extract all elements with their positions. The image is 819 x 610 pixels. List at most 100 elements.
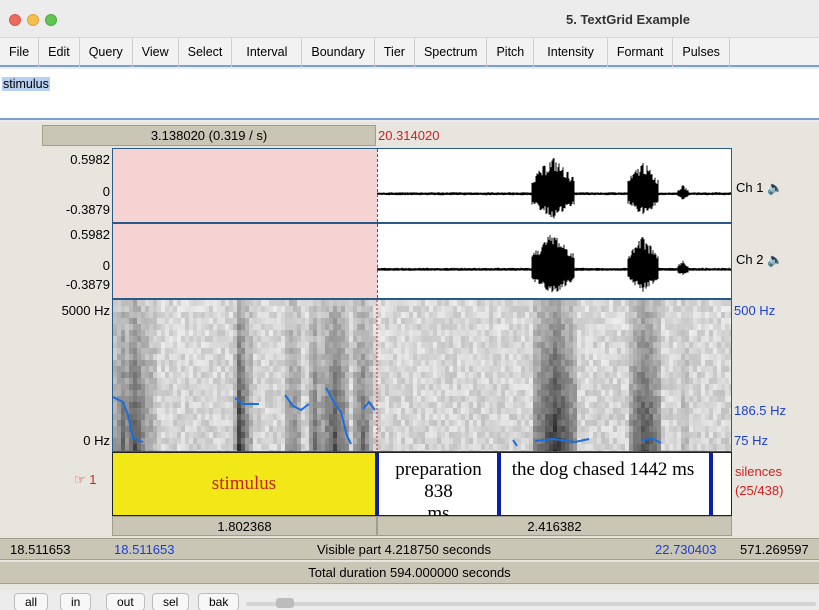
spectrogram-cell (361, 312, 365, 318)
menu-intensity[interactable]: Intensity (534, 38, 608, 67)
zoom-out-button[interactable]: out (106, 593, 145, 610)
spectrogram-cell (669, 420, 673, 426)
spectrogram-cell (677, 306, 681, 312)
spectrogram-cell (169, 300, 173, 306)
ch2-label[interactable]: Ch 2 🔈 (736, 252, 783, 268)
interval-boundary[interactable] (497, 453, 501, 515)
spectrogram-cell (465, 336, 469, 342)
spectrogram-cell (185, 348, 189, 354)
zoom-in-button[interactable]: in (60, 593, 92, 610)
spectrogram-cell (457, 378, 461, 384)
spectrogram-cell (189, 306, 193, 312)
spectrogram-cell (301, 366, 305, 372)
zoom-window-button[interactable] (45, 14, 57, 26)
spectrogram-cell (593, 402, 597, 408)
visible-outer-left[interactable]: 18.511653 (10, 542, 71, 557)
spectrogram-cell (413, 354, 417, 360)
spectrogram-cell (677, 444, 681, 450)
spectrogram-cell (185, 342, 189, 348)
speaker-icon[interactable]: 🔈 (767, 252, 784, 267)
spectrogram-cell (485, 354, 489, 360)
spectrogram-cell (273, 306, 277, 312)
spectrogram-cell (501, 300, 505, 306)
spectrogram-cell (125, 354, 129, 360)
zoom-all-button[interactable]: all (14, 593, 49, 610)
spectrogram-cell (701, 438, 705, 444)
spectrogram-cell (681, 342, 685, 348)
duration-left[interactable]: 1.802368 (112, 516, 377, 536)
spectrogram-cell (153, 402, 157, 408)
textgrid-tier[interactable]: stimulus preparation 838 ms the dog chas… (112, 452, 732, 524)
menu-select[interactable]: Select (179, 38, 233, 67)
scrollbar-thumb[interactable] (276, 598, 294, 608)
spectrogram-cell (365, 306, 369, 312)
channel-2-waveform[interactable] (112, 223, 732, 299)
menu-interval[interactable]: Interval (232, 38, 303, 67)
spectrogram-cell (249, 312, 253, 318)
spectrogram-cell (353, 300, 357, 306)
speaker-icon[interactable]: 🔈 (767, 180, 784, 195)
spectrogram-cell (601, 342, 605, 348)
spectrogram-cell (361, 354, 365, 360)
menu-formant[interactable]: Formant (608, 38, 674, 67)
ch1-label[interactable]: Ch 1 🔈 (736, 180, 783, 196)
spectrogram-cell (125, 348, 129, 354)
spectrogram-cell (449, 366, 453, 372)
spectrogram-cell (617, 372, 621, 378)
spectrogram-cell (625, 390, 629, 396)
interval-stimulus[interactable]: stimulus (113, 453, 375, 515)
spectrogram-cell (537, 366, 541, 372)
spectrogram-cell (565, 378, 569, 384)
spectrogram-cell (429, 300, 433, 306)
zoom-selection-button[interactable]: sel (152, 593, 190, 610)
interval-boundary[interactable] (709, 453, 713, 515)
spectrogram-cell (429, 438, 433, 444)
spectrogram-cell (217, 330, 221, 336)
menu-pulses[interactable]: Pulses (673, 38, 730, 67)
interval-text-value[interactable]: stimulus (2, 77, 50, 91)
menu-file[interactable]: File (0, 38, 40, 67)
interval-boundary[interactable] (375, 453, 379, 515)
menu-pitch[interactable]: Pitch (487, 38, 535, 67)
menu-query[interactable]: Query (80, 38, 133, 67)
spectrogram-cell (505, 384, 509, 390)
close-window-button[interactable] (9, 14, 21, 26)
spectrogram-cell (693, 336, 697, 342)
spectrogram-cell (573, 330, 577, 336)
spectrogram-cell (437, 366, 441, 372)
spectrogram-cell (241, 450, 245, 451)
interval-dog-chased[interactable]: the dog chased 1442 ms (511, 459, 695, 480)
visible-outer-right[interactable]: 571.269597 (740, 542, 809, 557)
interval-text-field[interactable]: stimulus (0, 69, 819, 120)
spectrogram-cell (289, 402, 293, 408)
minimize-window-button[interactable] (27, 14, 39, 26)
spectrogram-cell (625, 360, 629, 366)
menu-edit[interactable]: Edit (39, 38, 80, 67)
spectrogram[interactable] (112, 299, 732, 452)
spectrogram-cell (617, 378, 621, 384)
spectrogram-cell (273, 432, 277, 438)
spectrogram-cell (133, 426, 137, 432)
spectrogram-cell (425, 354, 429, 360)
channel-1-waveform[interactable] (112, 148, 732, 223)
tier-number[interactable]: ☞ 1 (74, 472, 97, 488)
zoom-back-button[interactable]: bak (198, 593, 240, 610)
spectrogram-cell (485, 324, 489, 330)
menu-spectrum[interactable]: Spectrum (415, 38, 488, 67)
spectrogram-cell (505, 396, 509, 402)
interval-preparation[interactable]: preparation 838 ms (395, 459, 482, 524)
total-duration-bar[interactable]: Total duration 594.000000 seconds (0, 562, 819, 584)
spectrogram-cell (349, 300, 353, 306)
visible-part-bar[interactable]: 18.511653 18.511653 Visible part 4.21875… (0, 538, 819, 560)
spectrogram-cell (497, 402, 501, 408)
menu-boundary[interactable]: Boundary (302, 38, 375, 67)
zoom-button-bar: all in out sel bak (0, 590, 819, 610)
spectrogram-cell (253, 366, 257, 372)
selection-duration-bar[interactable]: 3.138020 (0.319 / s) (42, 125, 376, 146)
duration-right[interactable]: 2.416382 (377, 516, 732, 536)
time-scrollbar[interactable] (246, 602, 816, 606)
menu-view[interactable]: View (133, 38, 179, 67)
spectrogram-cell (453, 330, 457, 336)
spectrogram-cell (661, 300, 665, 306)
menu-tier[interactable]: Tier (375, 38, 415, 67)
